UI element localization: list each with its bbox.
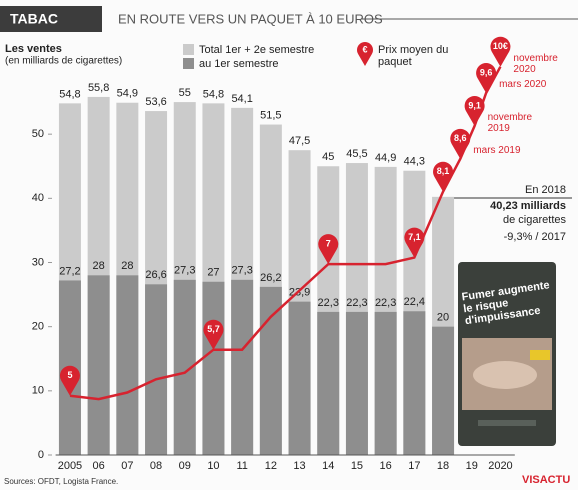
value-label: 44,9 xyxy=(375,152,396,164)
pin-label: 7 xyxy=(326,239,331,249)
bar xyxy=(88,275,110,455)
pin-label: 5 xyxy=(67,370,72,380)
date-label: mars 2019 xyxy=(473,145,525,156)
bar xyxy=(260,287,282,455)
date-label: novembre 2019 xyxy=(488,112,540,134)
bar xyxy=(375,312,397,455)
value-label: 28 xyxy=(121,260,133,272)
y-tick-label: 50 xyxy=(32,128,44,140)
y-tick-label: 40 xyxy=(32,192,44,204)
pin-label: 5,7 xyxy=(207,324,220,334)
y-tick-label: 10 xyxy=(32,385,44,397)
pack-photo-figure xyxy=(473,361,537,389)
x-tick-label: 09 xyxy=(179,460,191,472)
kicker: TABAC xyxy=(10,11,58,27)
bar xyxy=(202,282,224,455)
value-label: 22,3 xyxy=(346,297,367,309)
x-tick-label: 2020 xyxy=(488,460,512,472)
x-tick-label: 2005 xyxy=(58,460,82,472)
legend-pin-symbol: € xyxy=(362,44,367,54)
pin-label: 10€ xyxy=(493,41,508,51)
x-tick-label: 17 xyxy=(408,460,420,472)
logo: VISACTU xyxy=(522,474,570,486)
x-tick-label: 08 xyxy=(150,460,162,472)
x-tick-label: 11 xyxy=(236,460,247,472)
y-tick-label: 20 xyxy=(32,321,44,333)
date-label: mars 2020 xyxy=(499,79,551,90)
value-label: 27,3 xyxy=(231,265,252,277)
legend-swatch xyxy=(183,58,194,69)
value-label: 51,5 xyxy=(260,109,281,121)
annotation: de cigarettes xyxy=(503,214,566,226)
legend-label: Prix moyen du paquet xyxy=(378,44,450,68)
value-label: 26,6 xyxy=(145,269,166,281)
pin-label: 8,6 xyxy=(454,133,467,143)
annotation: En 2018 xyxy=(525,184,566,196)
x-tick-label: 18 xyxy=(437,460,449,472)
bar xyxy=(116,275,138,455)
bar xyxy=(231,280,253,455)
x-tick-label: 10 xyxy=(207,460,219,472)
value-label: 55 xyxy=(179,87,191,99)
value-label: 27,3 xyxy=(174,265,195,277)
bar xyxy=(317,312,339,455)
bar xyxy=(145,284,167,455)
bar xyxy=(346,312,368,455)
value-label: 54,9 xyxy=(117,88,138,100)
legend-label: au 1er semestre xyxy=(199,58,278,70)
value-label: 54,1 xyxy=(231,93,252,105)
value-label: 55,8 xyxy=(88,82,109,94)
x-tick-label: 19 xyxy=(466,460,478,472)
value-label: 53,6 xyxy=(145,96,166,108)
pin-label: 9,1 xyxy=(468,100,481,110)
y-sublabel: (en milliards de cigarettes) xyxy=(5,56,122,67)
date-label: novembre 2020 xyxy=(513,53,565,75)
pack-sticker xyxy=(530,350,550,360)
chart: TABAC EN ROUTE VERS UN PAQUET À 10 EUROS… xyxy=(0,0,578,490)
chart-title: EN ROUTE VERS UN PAQUET À 10 EUROS xyxy=(118,11,383,26)
value-label: 27,2 xyxy=(59,265,80,277)
value-label: 54,8 xyxy=(59,88,80,100)
value-label: 22,4 xyxy=(404,296,425,308)
x-tick-label: 07 xyxy=(121,460,133,472)
x-tick-label: 06 xyxy=(93,460,105,472)
x-tick-label: 16 xyxy=(380,460,392,472)
value-label: 44,3 xyxy=(404,156,425,168)
pin-label: 8,1 xyxy=(437,166,450,176)
y-label: Les ventes xyxy=(5,43,62,55)
value-label: 22,3 xyxy=(318,297,339,309)
legend-swatch xyxy=(183,44,194,55)
value-label: 27 xyxy=(207,267,219,279)
pin-label: 7,1 xyxy=(408,232,421,242)
annotation: -9,3% / 2017 xyxy=(504,231,566,243)
x-tick-label: 15 xyxy=(351,460,363,472)
infographic: TABAC EN ROUTE VERS UN PAQUET À 10 EUROS… xyxy=(0,0,578,490)
bar xyxy=(289,302,311,455)
bars xyxy=(59,97,454,455)
value-label: 28 xyxy=(93,260,105,272)
annotation: 40,23 milliards xyxy=(490,200,566,212)
x-tick-label: 14 xyxy=(322,460,334,472)
value-label: 26,2 xyxy=(260,272,281,284)
y-tick-label: 0 xyxy=(38,449,44,461)
value-label: 45,5 xyxy=(346,148,367,160)
value-label: 22,3 xyxy=(375,297,396,309)
value-label: 20 xyxy=(437,312,449,324)
bar xyxy=(403,311,425,455)
pin-label: 9,6 xyxy=(480,67,493,77)
source: Sources: OFDT, Logista France. xyxy=(4,477,118,486)
y-tick-label: 30 xyxy=(32,256,44,268)
value-label: 45 xyxy=(322,151,334,163)
x-tick-label: 12 xyxy=(265,460,277,472)
pack-band xyxy=(478,420,536,426)
bar xyxy=(432,327,454,455)
value-label: 47,5 xyxy=(289,135,310,147)
legend-label: Total 1er + 2e semestre xyxy=(199,44,314,56)
value-label: 54,8 xyxy=(203,88,224,100)
x-tick-label: 13 xyxy=(293,460,305,472)
